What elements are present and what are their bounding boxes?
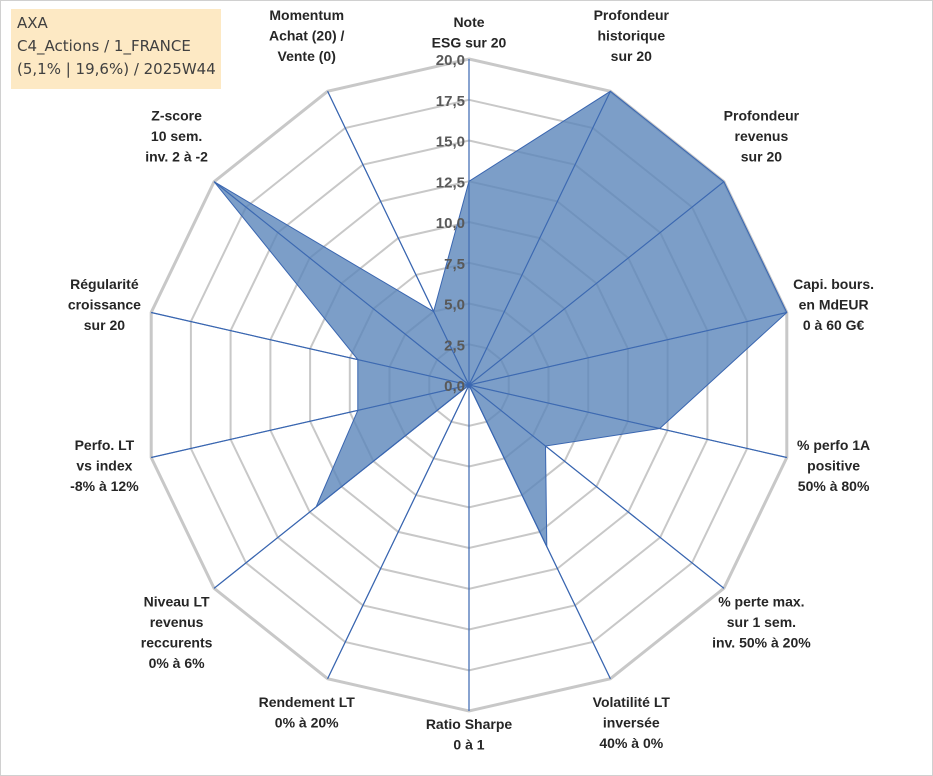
axis-label-line: reccurents bbox=[141, 635, 213, 651]
axis-label-line: Perfo. LT bbox=[75, 437, 135, 453]
axis-label: % perte max. sur 1 sem. inv. 50% à 20% bbox=[712, 594, 811, 651]
axis-label: Note ESG sur 20 bbox=[432, 14, 507, 51]
axis-label-line: Profondeur bbox=[594, 7, 670, 23]
axis-label-line: 0% à 6% bbox=[149, 655, 206, 671]
axis-label-line: Achat (20) / bbox=[269, 27, 345, 43]
axis-label-line: inv. 50% à 20% bbox=[712, 635, 811, 651]
axis-label: Niveau LT revenus reccurents 0% à 6% bbox=[141, 594, 213, 672]
axis-label-line: Profondeur bbox=[724, 107, 800, 123]
axis-label: Rendement LT 0% à 20% bbox=[259, 694, 356, 731]
radar-axis-labels: Note ESG sur 20 Profondeur historique sur 20… bbox=[68, 7, 874, 753]
axis-label: Ratio Sharpe 0 à 1 bbox=[426, 716, 513, 753]
axis-label-line: Momentum bbox=[269, 7, 344, 23]
axis-label-line: % perfo 1A bbox=[797, 437, 870, 453]
axis-label-line: sur 20 bbox=[741, 148, 782, 164]
axis-spoke-overlay bbox=[151, 312, 470, 386]
axis-label: Profondeur historique sur 20 bbox=[594, 7, 670, 64]
radar-tick-labels: 0,0 2,5 5,0 7,5 10,0 12,5 15,0 17,5 20,0 bbox=[436, 52, 465, 395]
axis-label-line: -8% à 12% bbox=[70, 478, 139, 494]
axis-spoke-overlay bbox=[468, 384, 725, 589]
axis-label-line: historique bbox=[597, 27, 665, 43]
axis-label-line: % perte max. bbox=[718, 594, 804, 610]
axis-label-line: 0 à 1 bbox=[453, 737, 484, 753]
axis-label-line: sur 1 sem. bbox=[727, 614, 796, 630]
axis-spoke-overlay bbox=[327, 91, 470, 386]
axis-label-line: 0% à 20% bbox=[275, 715, 339, 731]
tick-label: 10,0 bbox=[436, 215, 465, 232]
axis-label-line: revenus bbox=[735, 128, 789, 144]
info-company: AXA bbox=[17, 14, 48, 32]
axis-label-line: 40% à 0% bbox=[599, 735, 663, 751]
axis-spoke-overlay bbox=[213, 384, 470, 589]
axis-label-line: Niveau LT bbox=[144, 594, 210, 610]
axis-spoke-overlay bbox=[468, 91, 611, 386]
axis-label-line: sur 20 bbox=[84, 317, 125, 333]
axis-label: Volatilité LT inversée 40% à 0% bbox=[593, 694, 671, 751]
axis-label-line: Note bbox=[453, 14, 484, 30]
axis-label-line: en MdEUR bbox=[799, 296, 869, 312]
axis-label: Régularité croissance sur 20 bbox=[68, 276, 141, 333]
axis-label-line: Volatilité LT bbox=[593, 694, 671, 710]
tick-label: 15,0 bbox=[436, 134, 465, 151]
tick-label: 5,0 bbox=[444, 297, 465, 314]
axis-label-line: Rendement LT bbox=[259, 694, 356, 710]
axis-label-line: 10 sem. bbox=[151, 128, 202, 144]
axis-label-line: Vente (0) bbox=[278, 48, 336, 64]
axis-label-line: 0 à 60 G€ bbox=[803, 317, 865, 333]
axis-spoke-overlay bbox=[468, 312, 787, 386]
axis-label-line: Régularité bbox=[70, 276, 139, 292]
axis-spoke-overlay bbox=[468, 384, 611, 679]
axis-spoke-overlay bbox=[151, 384, 470, 458]
tick-label: 0,0 bbox=[444, 378, 465, 395]
axis-spoke-overlay bbox=[213, 181, 470, 386]
info-period: (5,1% | 19,6%) / 2025W44 bbox=[17, 60, 216, 78]
axis-label: Perfo. LT vs index -8% à 12% bbox=[70, 437, 139, 494]
axis-label-line: vs index bbox=[76, 458, 132, 474]
info-box: AXA C4_Actions / 1_FRANCE (5,1% | 19,6%)… bbox=[11, 9, 221, 89]
axis-label: Capi. bours. en MdEUR 0 à 60 G€ bbox=[793, 276, 874, 333]
axis-label-line: inv. 2 à -2 bbox=[145, 148, 208, 164]
axis-label-line: positive bbox=[807, 458, 860, 474]
axis-label: Profondeur revenus sur 20 bbox=[724, 107, 800, 164]
info-category: C4_Actions / 1_FRANCE bbox=[17, 37, 191, 55]
axis-label-line: croissance bbox=[68, 296, 141, 312]
axis-label-line: Ratio Sharpe bbox=[426, 716, 513, 732]
axis-label-line: Z-score bbox=[151, 107, 202, 123]
axis-label: % perfo 1A positive 50% à 80% bbox=[797, 437, 870, 494]
axis-label-line: Capi. bours. bbox=[793, 276, 874, 292]
tick-label: 12,5 bbox=[436, 174, 465, 191]
axis-label-line: ESG sur 20 bbox=[432, 35, 507, 51]
axis-spoke-overlay bbox=[327, 384, 470, 679]
tick-label: 20,0 bbox=[436, 52, 465, 69]
axis-spoke-overlay bbox=[468, 384, 787, 458]
axis-label: Z-score 10 sem. inv. 2 à -2 bbox=[145, 107, 208, 164]
axis-label-line: 50% à 80% bbox=[798, 478, 870, 494]
tick-label: 2,5 bbox=[444, 337, 465, 354]
axis-label-line: revenus bbox=[150, 614, 204, 630]
axis-spoke-overlay bbox=[468, 181, 725, 386]
axis-label-line: sur 20 bbox=[611, 48, 652, 64]
tick-label: 17,5 bbox=[436, 93, 465, 110]
axis-label: Momentum Achat (20) / Vente (0) bbox=[269, 7, 345, 64]
radar-series bbox=[151, 59, 788, 711]
tick-label: 7,5 bbox=[444, 256, 465, 273]
axis-label-line: inversée bbox=[603, 715, 660, 731]
